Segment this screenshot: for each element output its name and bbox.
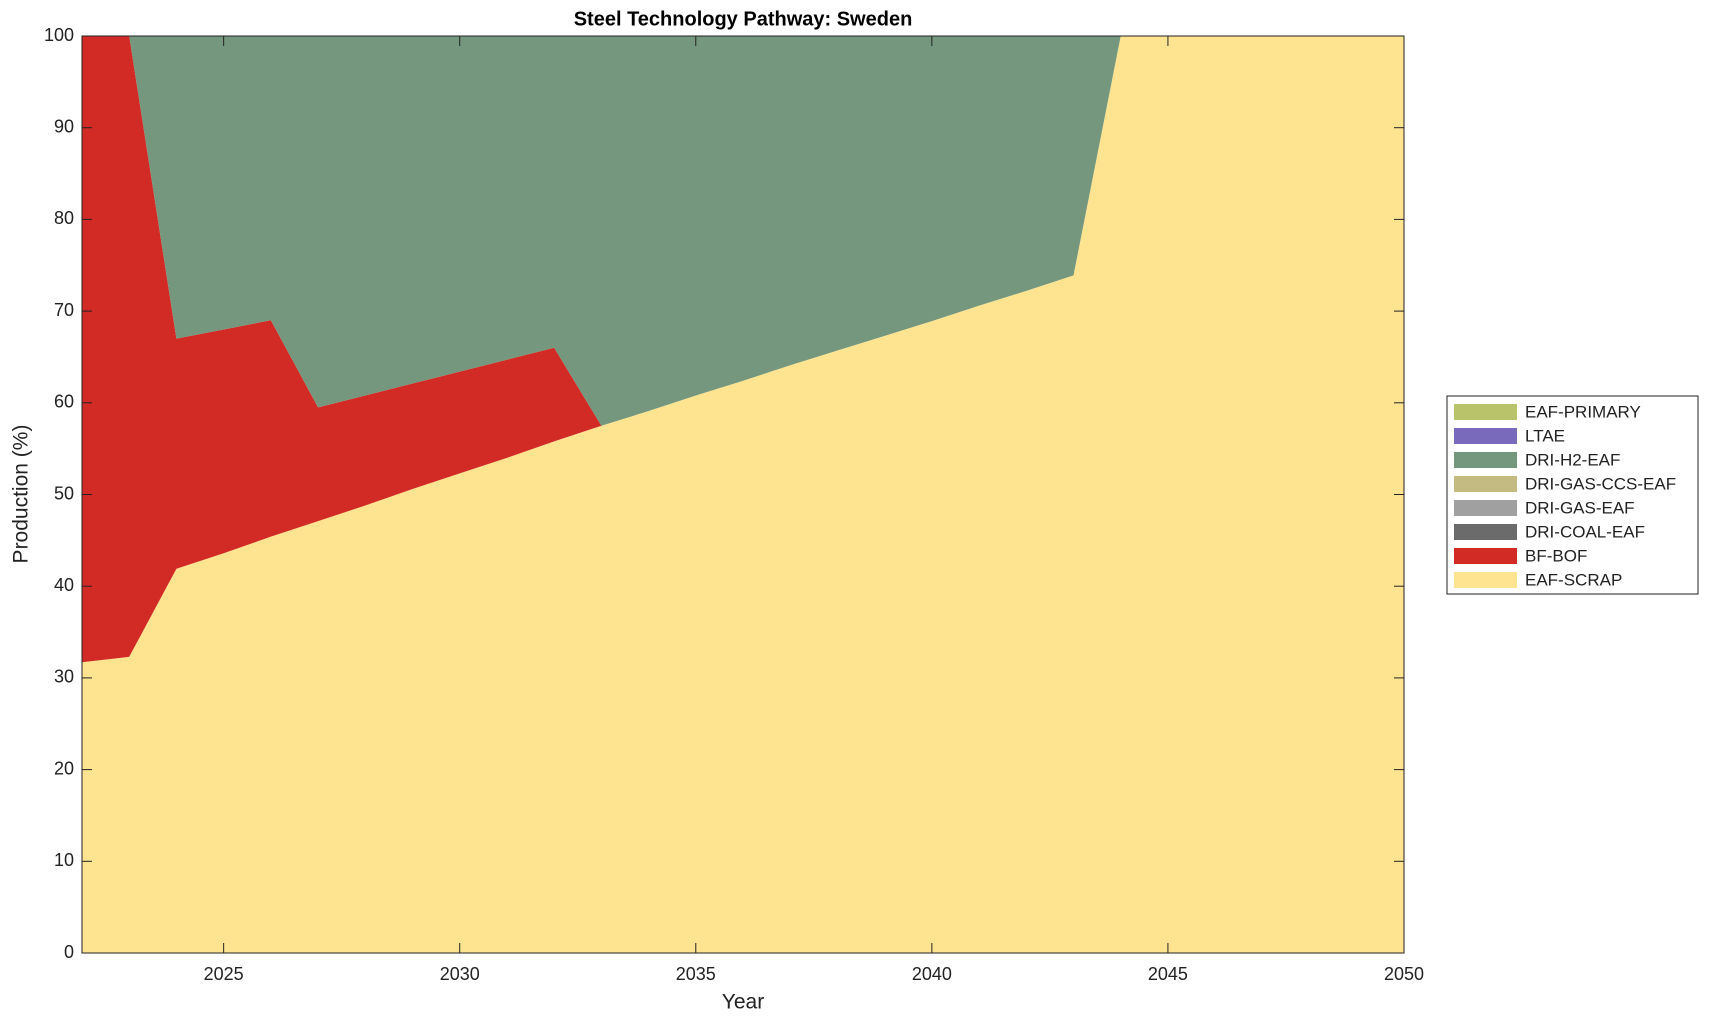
y-tick-label: 90 bbox=[54, 116, 74, 136]
y-tick-label: 20 bbox=[54, 758, 74, 778]
y-axis-label: Production (%) bbox=[10, 425, 33, 564]
y-tick-label: 80 bbox=[54, 208, 74, 228]
legend-swatch bbox=[1454, 572, 1517, 588]
x-tick-label: 2025 bbox=[204, 964, 244, 984]
legend-label: DRI-GAS-CCS-EAF bbox=[1525, 474, 1676, 493]
plot-area bbox=[82, 36, 1404, 953]
legend-label: BF-BOF bbox=[1525, 546, 1587, 565]
legend-swatch bbox=[1454, 452, 1517, 468]
axes-box bbox=[81, 35, 1405, 954]
y-tick-label: 50 bbox=[54, 483, 74, 503]
legend-swatch bbox=[1454, 500, 1517, 516]
area bbox=[82, 36, 1404, 953]
x-tick-label: 2035 bbox=[676, 964, 716, 984]
x-tick-label: 2050 bbox=[1384, 964, 1424, 984]
legend-label: LTAE bbox=[1525, 426, 1565, 445]
legend-label: DRI-GAS-EAF bbox=[1525, 498, 1635, 517]
legend-swatch bbox=[1454, 524, 1517, 540]
chart-title: Steel Technology Pathway: Sweden bbox=[574, 8, 913, 30]
x-tick-label: 2045 bbox=[1148, 964, 1188, 984]
legend-swatch bbox=[1454, 428, 1517, 444]
x-tick-label: 2040 bbox=[912, 964, 952, 984]
legend-label: DRI-COAL-EAF bbox=[1525, 522, 1645, 541]
area bbox=[82, 36, 1404, 426]
legend-label: EAF-PRIMARY bbox=[1525, 402, 1641, 421]
legend-swatch bbox=[1454, 548, 1517, 564]
y-tick-label: 60 bbox=[54, 392, 74, 412]
y-tick-label: 30 bbox=[54, 667, 74, 687]
x-axis-label: Year bbox=[722, 991, 764, 1014]
y-tick-label: 100 bbox=[44, 25, 74, 45]
y-tick-label: 70 bbox=[54, 300, 74, 320]
y-tick-label: 0 bbox=[64, 942, 74, 962]
legend-swatch bbox=[1454, 476, 1517, 492]
legend-label: DRI-H2-EAF bbox=[1525, 450, 1620, 469]
x-tick-label: 2030 bbox=[440, 964, 480, 984]
y-tick-label: 40 bbox=[54, 575, 74, 595]
y-tick-label: 10 bbox=[54, 850, 74, 870]
legend-label: EAF-SCRAP bbox=[1525, 570, 1622, 589]
legend-swatch bbox=[1454, 404, 1517, 420]
legend: EAF-PRIMARY LTAE DRI-H2-EAF DRI-GAS-CCS-EAF… bbox=[1446, 395, 1699, 595]
